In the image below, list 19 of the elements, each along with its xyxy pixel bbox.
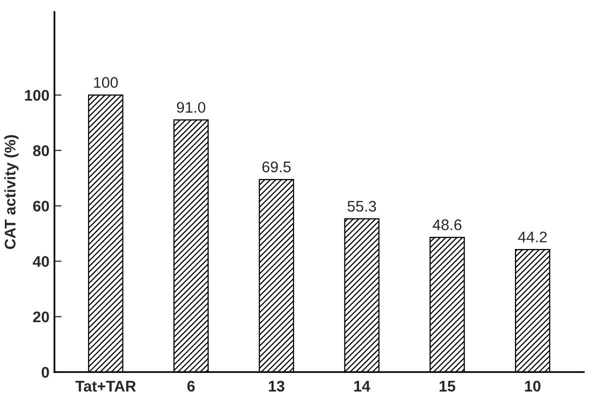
y-axis-title: CAT activity (%) <box>4 135 19 249</box>
y-tick-label: 100 <box>25 90 49 101</box>
data-label: 100 <box>94 77 118 88</box>
x-tick-label: 10 <box>525 380 540 392</box>
y-tick-label: 20 <box>33 312 49 322</box>
x-tick-label: 13 <box>268 380 284 392</box>
x-tick-label: 15 <box>440 380 456 392</box>
data-label: 48.6 <box>432 219 462 230</box>
data-label: 69.5 <box>262 162 291 172</box>
y-tick-label: 40 <box>32 256 49 267</box>
data-label: 44.2 <box>518 232 547 242</box>
x-tick-label: 14 <box>354 380 370 392</box>
data-label: 55.3 <box>348 200 376 212</box>
x-tick-label: Tat+TAR <box>75 380 136 392</box>
y-tick-label: 60 <box>33 200 49 212</box>
x-tick-label: 6 <box>187 380 195 392</box>
y-tick-label: 80 <box>33 145 49 156</box>
data-label: 91.0 <box>176 102 206 113</box>
y-tick-label: 0 <box>42 366 49 378</box>
